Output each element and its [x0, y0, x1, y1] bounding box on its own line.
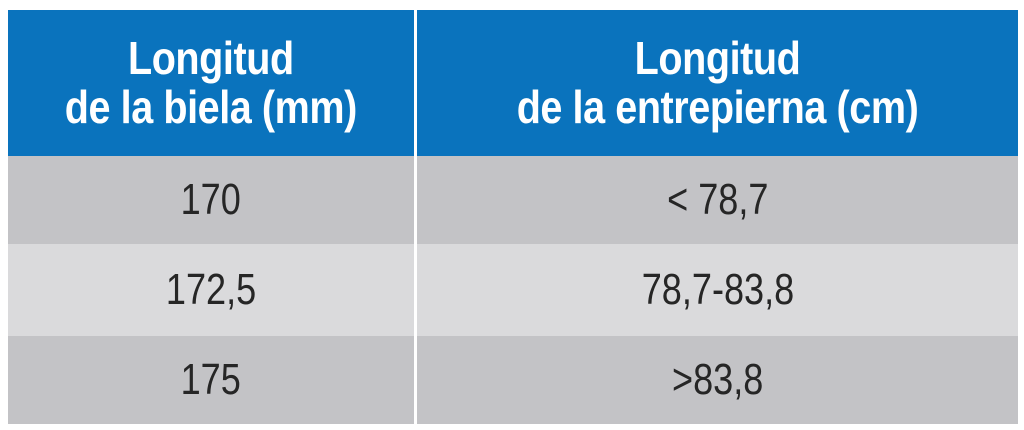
cell-value: >83,8 — [671, 355, 764, 404]
table-row-3-inseam: >83,8 — [417, 336, 1018, 424]
header-inseam-length: Longitud de la entrepierna (cm) — [417, 10, 1018, 156]
crank-length-table: Longitud de la biela (mm) Longitud de la… — [8, 10, 1018, 424]
cell-value: 78,7-83,8 — [641, 265, 794, 314]
header-crank-length-label: Longitud de la biela (mm) — [64, 32, 358, 133]
table-row-1-crank: 170 — [8, 156, 417, 244]
table-row-3-crank: 175 — [8, 336, 417, 424]
cell-value: < 78,7 — [666, 175, 769, 224]
header-crank-length: Longitud de la biela (mm) — [8, 10, 417, 156]
cell-value: 175 — [180, 355, 242, 404]
table-row-2-crank: 172,5 — [8, 244, 417, 336]
cell-value: 172,5 — [165, 265, 257, 314]
table-row-2-inseam: 78,7-83,8 — [417, 244, 1018, 336]
table-row-1-inseam: < 78,7 — [417, 156, 1018, 244]
cell-value: 170 — [180, 175, 242, 224]
header-inseam-length-label: Longitud de la entrepierna (cm) — [516, 32, 919, 133]
